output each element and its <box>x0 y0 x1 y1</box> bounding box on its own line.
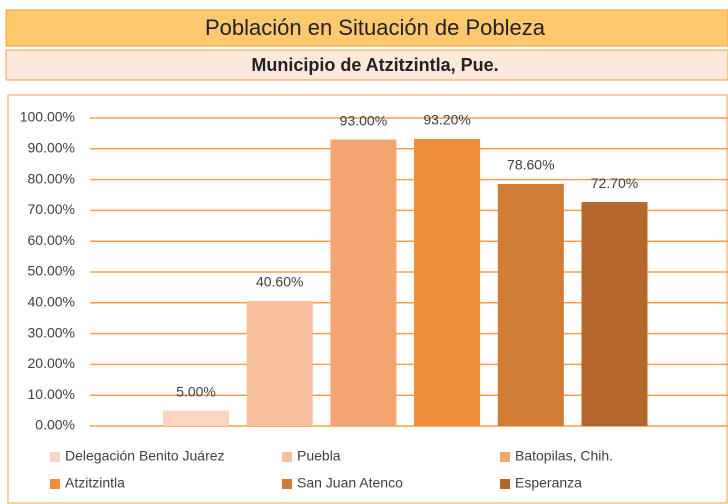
bar <box>330 139 397 426</box>
legend-label: Puebla <box>297 448 341 464</box>
bar <box>414 138 481 426</box>
bar <box>163 410 229 426</box>
data-label: 93.00% <box>340 112 387 128</box>
legend-label: Batopilas, Chih. <box>515 448 613 464</box>
plot-frame <box>7 94 728 504</box>
y-tick-label: 0.00% <box>35 417 75 433</box>
y-tick-label: 60.00% <box>28 232 75 248</box>
legend-label: Esperanza <box>515 475 582 491</box>
data-label: 40.60% <box>256 274 303 290</box>
legend-swatch <box>50 452 60 462</box>
legend-label: Atzitzintla <box>65 475 125 491</box>
y-tick-label: 80.00% <box>28 170 75 186</box>
legend-swatch <box>500 479 510 489</box>
data-label: 72.70% <box>591 175 638 191</box>
data-label: 78.60% <box>507 157 554 173</box>
data-label: 5.00% <box>176 383 216 399</box>
legend-label: Delegación Benito Juárez <box>65 448 225 464</box>
legend-swatch <box>282 479 292 489</box>
bar <box>497 183 564 426</box>
y-tick-label: 30.00% <box>28 324 75 340</box>
y-tick-label: 40.00% <box>28 294 75 310</box>
title-box <box>5 9 728 47</box>
y-tick-label: 70.00% <box>28 201 75 217</box>
data-label: 93.20% <box>423 112 470 128</box>
bar <box>246 300 313 426</box>
subtitle-box <box>5 49 728 81</box>
y-tick-label: 50.00% <box>28 263 75 279</box>
legend-swatch <box>50 479 60 489</box>
chart-title: Población en Situación de Pobleza <box>205 15 546 40</box>
y-tick-label: 20.00% <box>28 355 75 371</box>
legend-swatch <box>282 452 292 462</box>
legend-label: San Juan Atenco <box>297 475 403 491</box>
y-tick-label: 10.00% <box>28 386 75 402</box>
legend-swatch <box>500 452 510 462</box>
chart-subtitle: Municipio de Atzitzintla, Pue. <box>251 55 498 75</box>
y-tick-label: 100.00% <box>20 109 75 125</box>
bar <box>581 202 648 426</box>
y-tick-label: 90.00% <box>28 140 75 156</box>
